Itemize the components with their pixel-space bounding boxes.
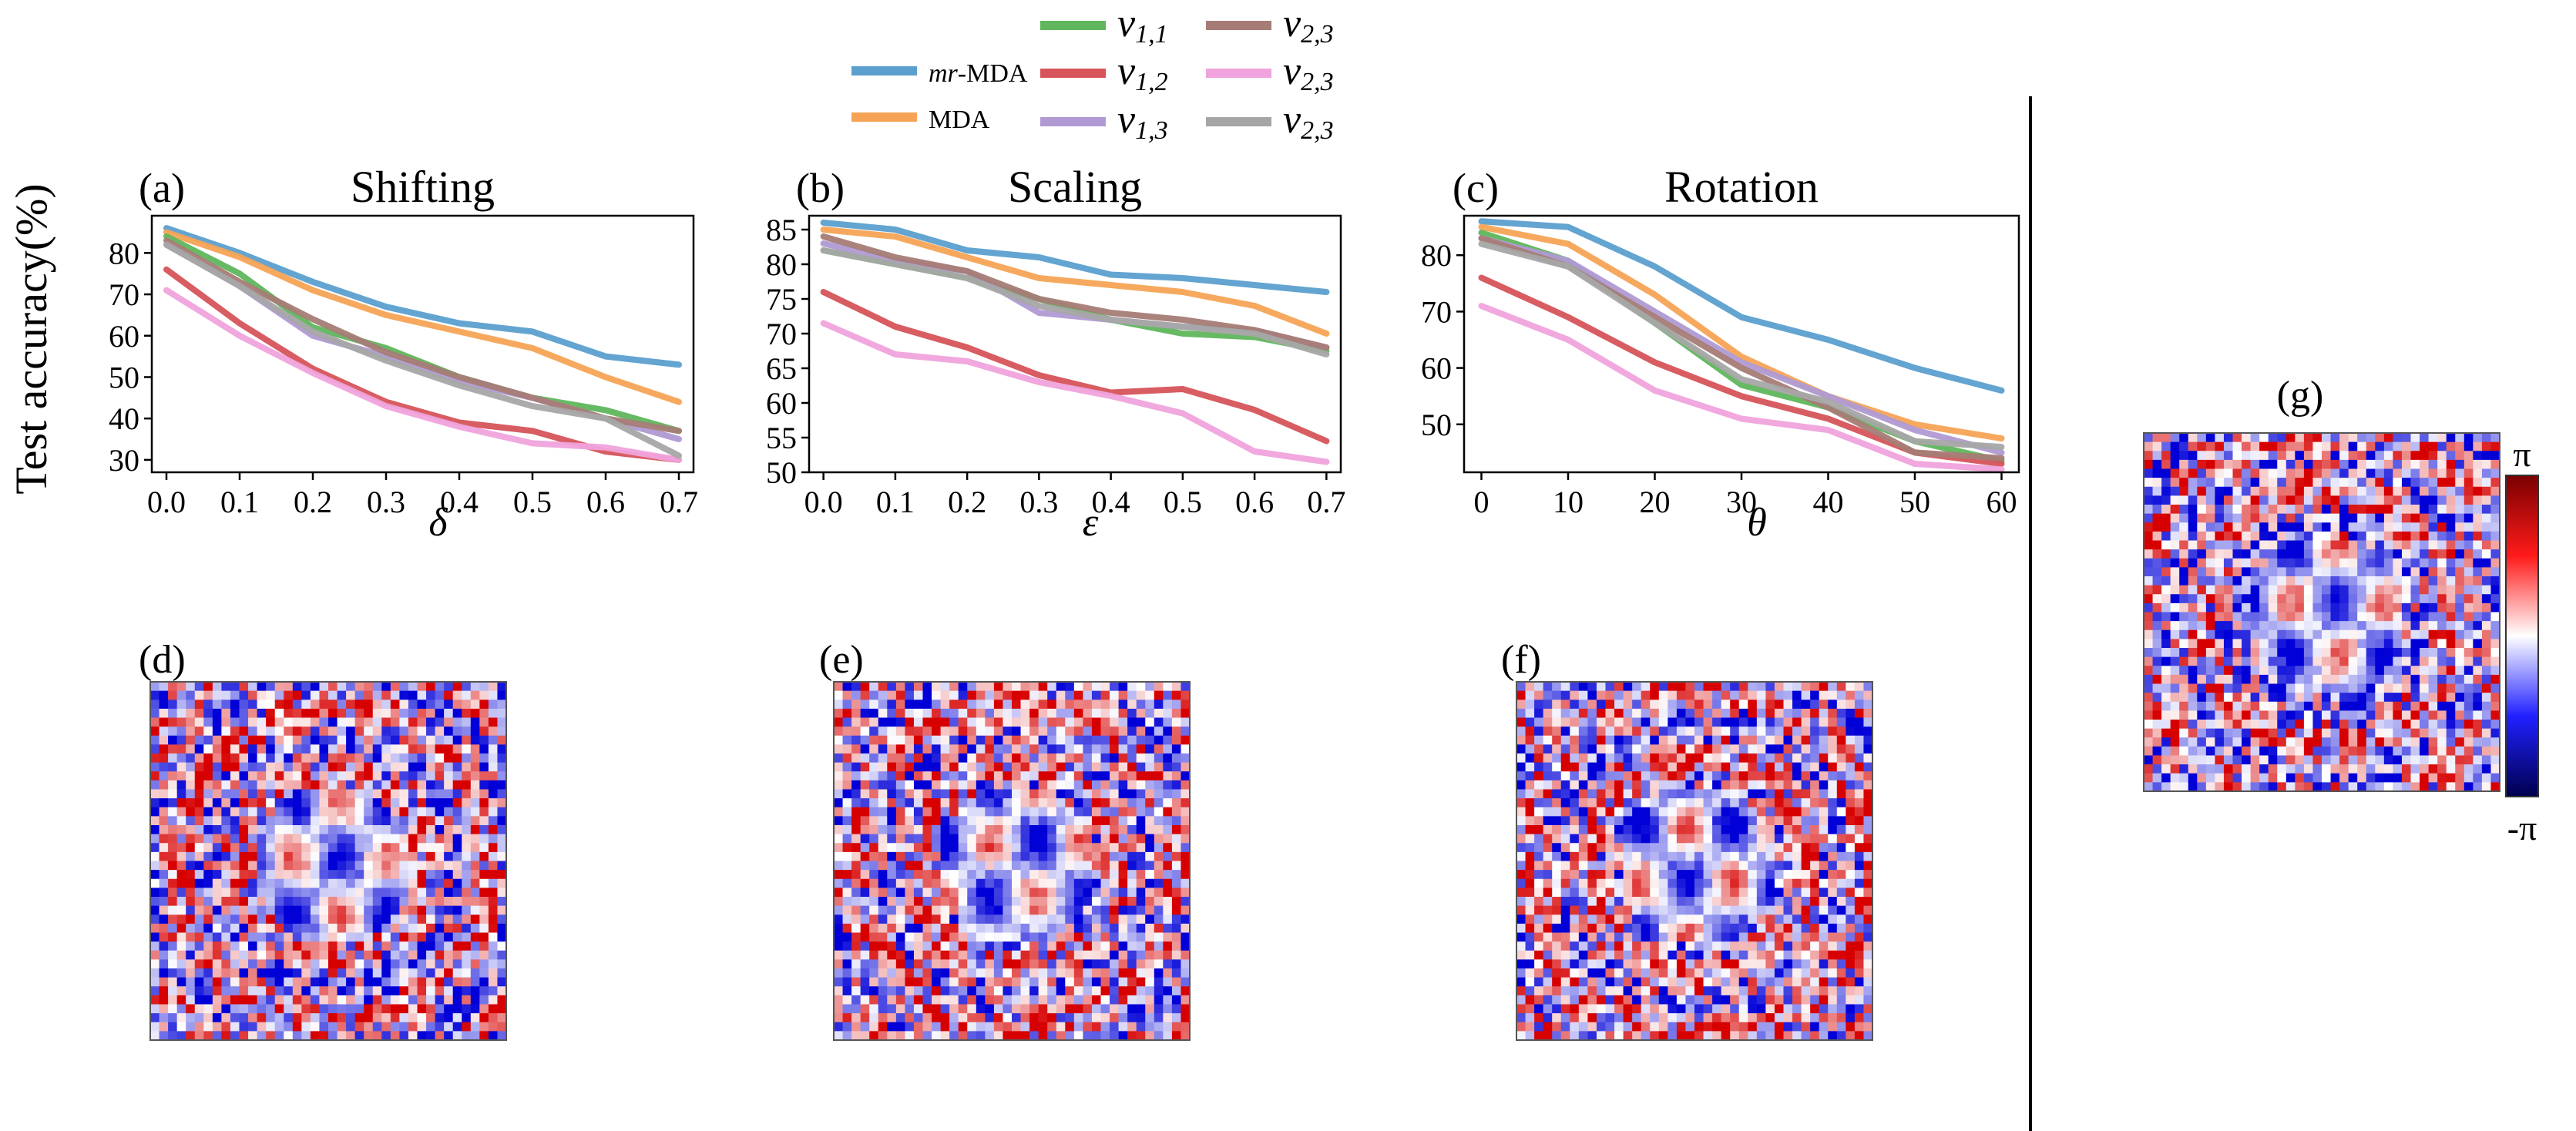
panel-label: (a) (139, 165, 185, 211)
image-label: (f) (1501, 638, 1541, 682)
phase-image (1516, 681, 1873, 1041)
series-line (1478, 218, 2005, 394)
colorbar (2505, 475, 2539, 797)
colorbar-max-label: π (2513, 435, 2531, 474)
x-tick-label: 0.6 (586, 485, 625, 519)
x-tick-label: 60 (1987, 485, 2017, 519)
chart-title: Scaling (1008, 162, 1142, 212)
series-line (1478, 235, 2005, 456)
phase-image (2143, 432, 2500, 792)
y-tick-label: 80 (766, 247, 797, 282)
phase-image (833, 681, 1191, 1041)
y-tick-label: 50 (109, 360, 139, 394)
y-tick-label: 80 (109, 236, 139, 270)
x-tick-label: 0.0 (804, 485, 843, 519)
plot-frame (150, 214, 695, 474)
y-tick-label: 55 (766, 421, 797, 455)
series-line (820, 247, 1330, 357)
x-tick-label: 40 (1813, 485, 1844, 519)
y-tick-label: 50 (766, 455, 797, 490)
y-tick-label: 40 (109, 401, 139, 436)
panel-label: (b) (796, 165, 845, 211)
y-tick-label: 70 (109, 277, 139, 312)
y-tick-label: 85 (766, 213, 797, 247)
series-line (163, 233, 682, 435)
x-tick-label: 20 (1640, 485, 1671, 519)
series-line (163, 287, 682, 463)
series-line (820, 320, 1330, 465)
series-line (820, 233, 1330, 351)
x-tick-label: 0.2 (948, 485, 986, 519)
y-axis-label: Test accuracy(%) (6, 183, 56, 494)
charts: (a) Shifting 30 40 50 60 70 80 0.0 0.1 0.2 0.3 0.4 0.… (109, 162, 2020, 545)
legend-label: MDA (929, 106, 990, 134)
series-line (820, 227, 1330, 337)
x-tick-label: 50 (1899, 485, 1930, 519)
series-line (1478, 223, 2005, 442)
x-tick-label: 0.7 (660, 485, 698, 519)
chart-title: Shifting (351, 162, 495, 212)
series-line (1478, 303, 2005, 473)
legend-label: v1,3 (1117, 98, 1168, 145)
x-tick-label: 0.2 (294, 485, 332, 519)
x-tick-label: 0.6 (1235, 485, 1274, 519)
y-tick-label: 50 (1421, 408, 1452, 442)
phase-image (149, 681, 507, 1041)
x-tick-label: 0.1 (876, 485, 915, 519)
legend-label: v2,3 (1283, 2, 1334, 49)
legend-label: v1,2 (1117, 49, 1168, 96)
x-tick-label: 0 (1474, 485, 1490, 519)
legend-label: v1,1 (1117, 2, 1168, 49)
plot-frame (808, 214, 1342, 474)
y-tick-label: 75 (766, 282, 797, 317)
legend-label: mr-MDA (929, 59, 1028, 88)
phase-images: (d) (e) (f) (g) (139, 374, 2500, 1041)
y-tick-label: 80 (1421, 238, 1452, 273)
x-axis-label: θ (1747, 501, 1767, 545)
x-tick-label: 30 (1726, 485, 1757, 519)
y-tick-label: 70 (766, 317, 797, 351)
series-line (163, 241, 682, 459)
x-tick-label: 0.4 (440, 485, 479, 519)
series-line (820, 289, 1330, 445)
x-tick-label: 0.3 (367, 485, 405, 519)
x-axis-label: ε (1083, 501, 1099, 545)
chart-panel: (c) Rotation 50 60 70 80 0 10 20 30 40 50 60 θ (1421, 162, 2020, 545)
series-line (163, 225, 682, 368)
y-tick-label: 60 (1421, 351, 1452, 386)
y-tick-label: 60 (766, 386, 797, 421)
x-tick-label: 0.7 (1307, 485, 1345, 519)
panel-label: (c) (1453, 165, 1499, 211)
y-tick-label: 30 (109, 443, 139, 478)
series-line (163, 229, 682, 405)
x-axis-label: δ (428, 501, 448, 545)
x-tick-label: 0.5 (513, 485, 552, 519)
image-label: (d) (139, 638, 186, 682)
y-tick-label: 70 (1421, 294, 1452, 329)
x-tick-label: 0.5 (1164, 485, 1202, 519)
chart-panel: (a) Shifting 30 40 50 60 70 80 0.0 0.1 0.2 0.3 0.4 0.… (109, 162, 698, 545)
x-tick-label: 0.4 (1092, 485, 1130, 519)
chart-title: Rotation (1664, 162, 1819, 212)
legend-label: v2,3 (1283, 98, 1334, 145)
colorbar-min-label: -π (2507, 808, 2537, 847)
image-label: (g) (2277, 374, 2324, 418)
x-tick-label: 0.0 (147, 485, 186, 519)
x-tick-label: 0.3 (1019, 485, 1058, 519)
series-line (820, 220, 1330, 295)
x-tick-label: 10 (1553, 485, 1584, 519)
y-tick-label: 65 (766, 351, 797, 386)
series-line (1478, 240, 2005, 451)
image-label: (e) (819, 638, 864, 682)
y-tick-label: 60 (109, 319, 139, 354)
legend-label: v2,3 (1283, 49, 1334, 96)
x-tick-label: 0.1 (220, 485, 259, 519)
